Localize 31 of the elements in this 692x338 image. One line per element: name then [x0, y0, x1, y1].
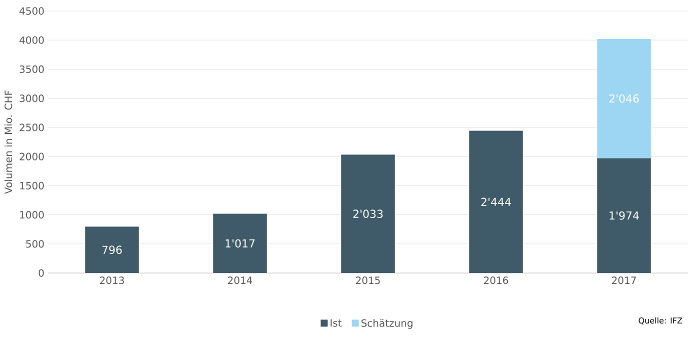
y-axis-title: Volumen in Mio. CHF [4, 90, 12, 194]
legend-label: Schätzung [361, 319, 412, 329]
data-label: 1'017 [226, 239, 255, 248]
bar [85, 226, 139, 273]
legend-label: Ist [330, 319, 342, 327]
y-tick-label: 1500 [20, 182, 44, 190]
y-tick-label: 3000 [20, 94, 44, 102]
y-tick-label: 4500 [20, 7, 44, 15]
source-note: Quelle: IFZ [638, 317, 682, 324]
bar [469, 130, 523, 273]
y-tick-label: 500 [26, 240, 44, 248]
y-tick-label: 2000 [20, 152, 44, 160]
bar [341, 154, 395, 273]
data-label: 1'974 [610, 211, 639, 220]
data-label: 2'033 [353, 210, 383, 218]
x-tick-label: 2014 [228, 276, 252, 284]
y-tick-label: 0 [38, 269, 44, 277]
y-tick-label: 2500 [20, 124, 44, 132]
y-tick-label: 1000 [20, 210, 44, 219]
bar [213, 214, 267, 273]
data-label: 2'444 [481, 198, 511, 206]
x-tick-label: 2015 [356, 276, 380, 284]
y-tick-label: 3500 [20, 65, 44, 74]
x-tick-label: 2013 [100, 276, 124, 284]
x-tick-label: 2016 [484, 276, 508, 284]
x-tick-label: 2017 [612, 276, 636, 284]
y-tick-label: 4000 [20, 36, 44, 44]
data-label: 2'046 [609, 94, 639, 103]
bar [597, 158, 651, 273]
data-label: 796 [102, 246, 122, 254]
bar [597, 38, 651, 158]
